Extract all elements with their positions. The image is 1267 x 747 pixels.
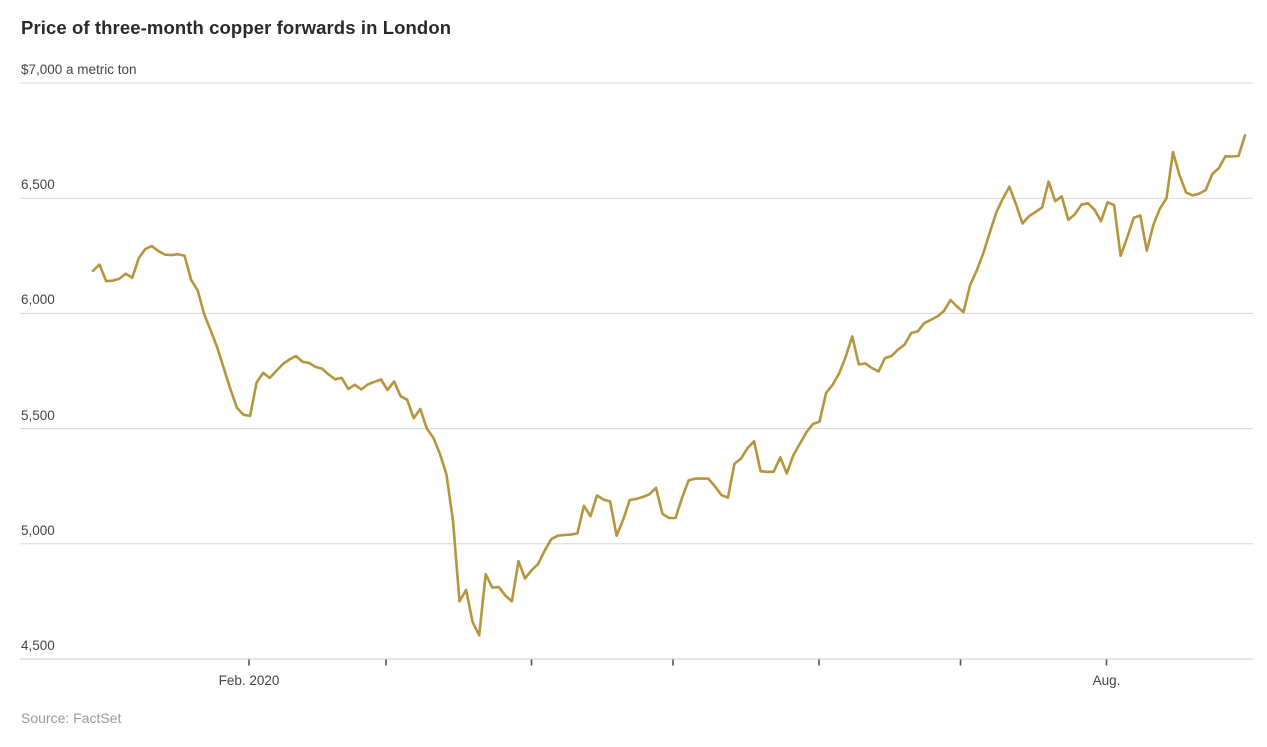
y-axis-label-5000: 5,000 — [21, 522, 55, 538]
y-axis-label-6500: 6,500 — [21, 177, 55, 193]
copper-price-line — [91, 134, 1247, 637]
chart-title: Price of three-month copper forwards in … — [21, 17, 452, 38]
y-axis-label-6000: 6,000 — [21, 292, 55, 308]
y-axis-label-5500: 5,500 — [21, 407, 55, 423]
y-axis-label-7000: $7,000 a metric ton — [21, 62, 137, 77]
x-axis-label-aug-: Aug. — [1092, 673, 1121, 688]
source-note: Source: FactSet — [21, 710, 122, 726]
y-axis-label-4500: 4,500 — [21, 638, 55, 653]
x-axis-label-feb-2020: Feb. 2020 — [218, 673, 280, 688]
